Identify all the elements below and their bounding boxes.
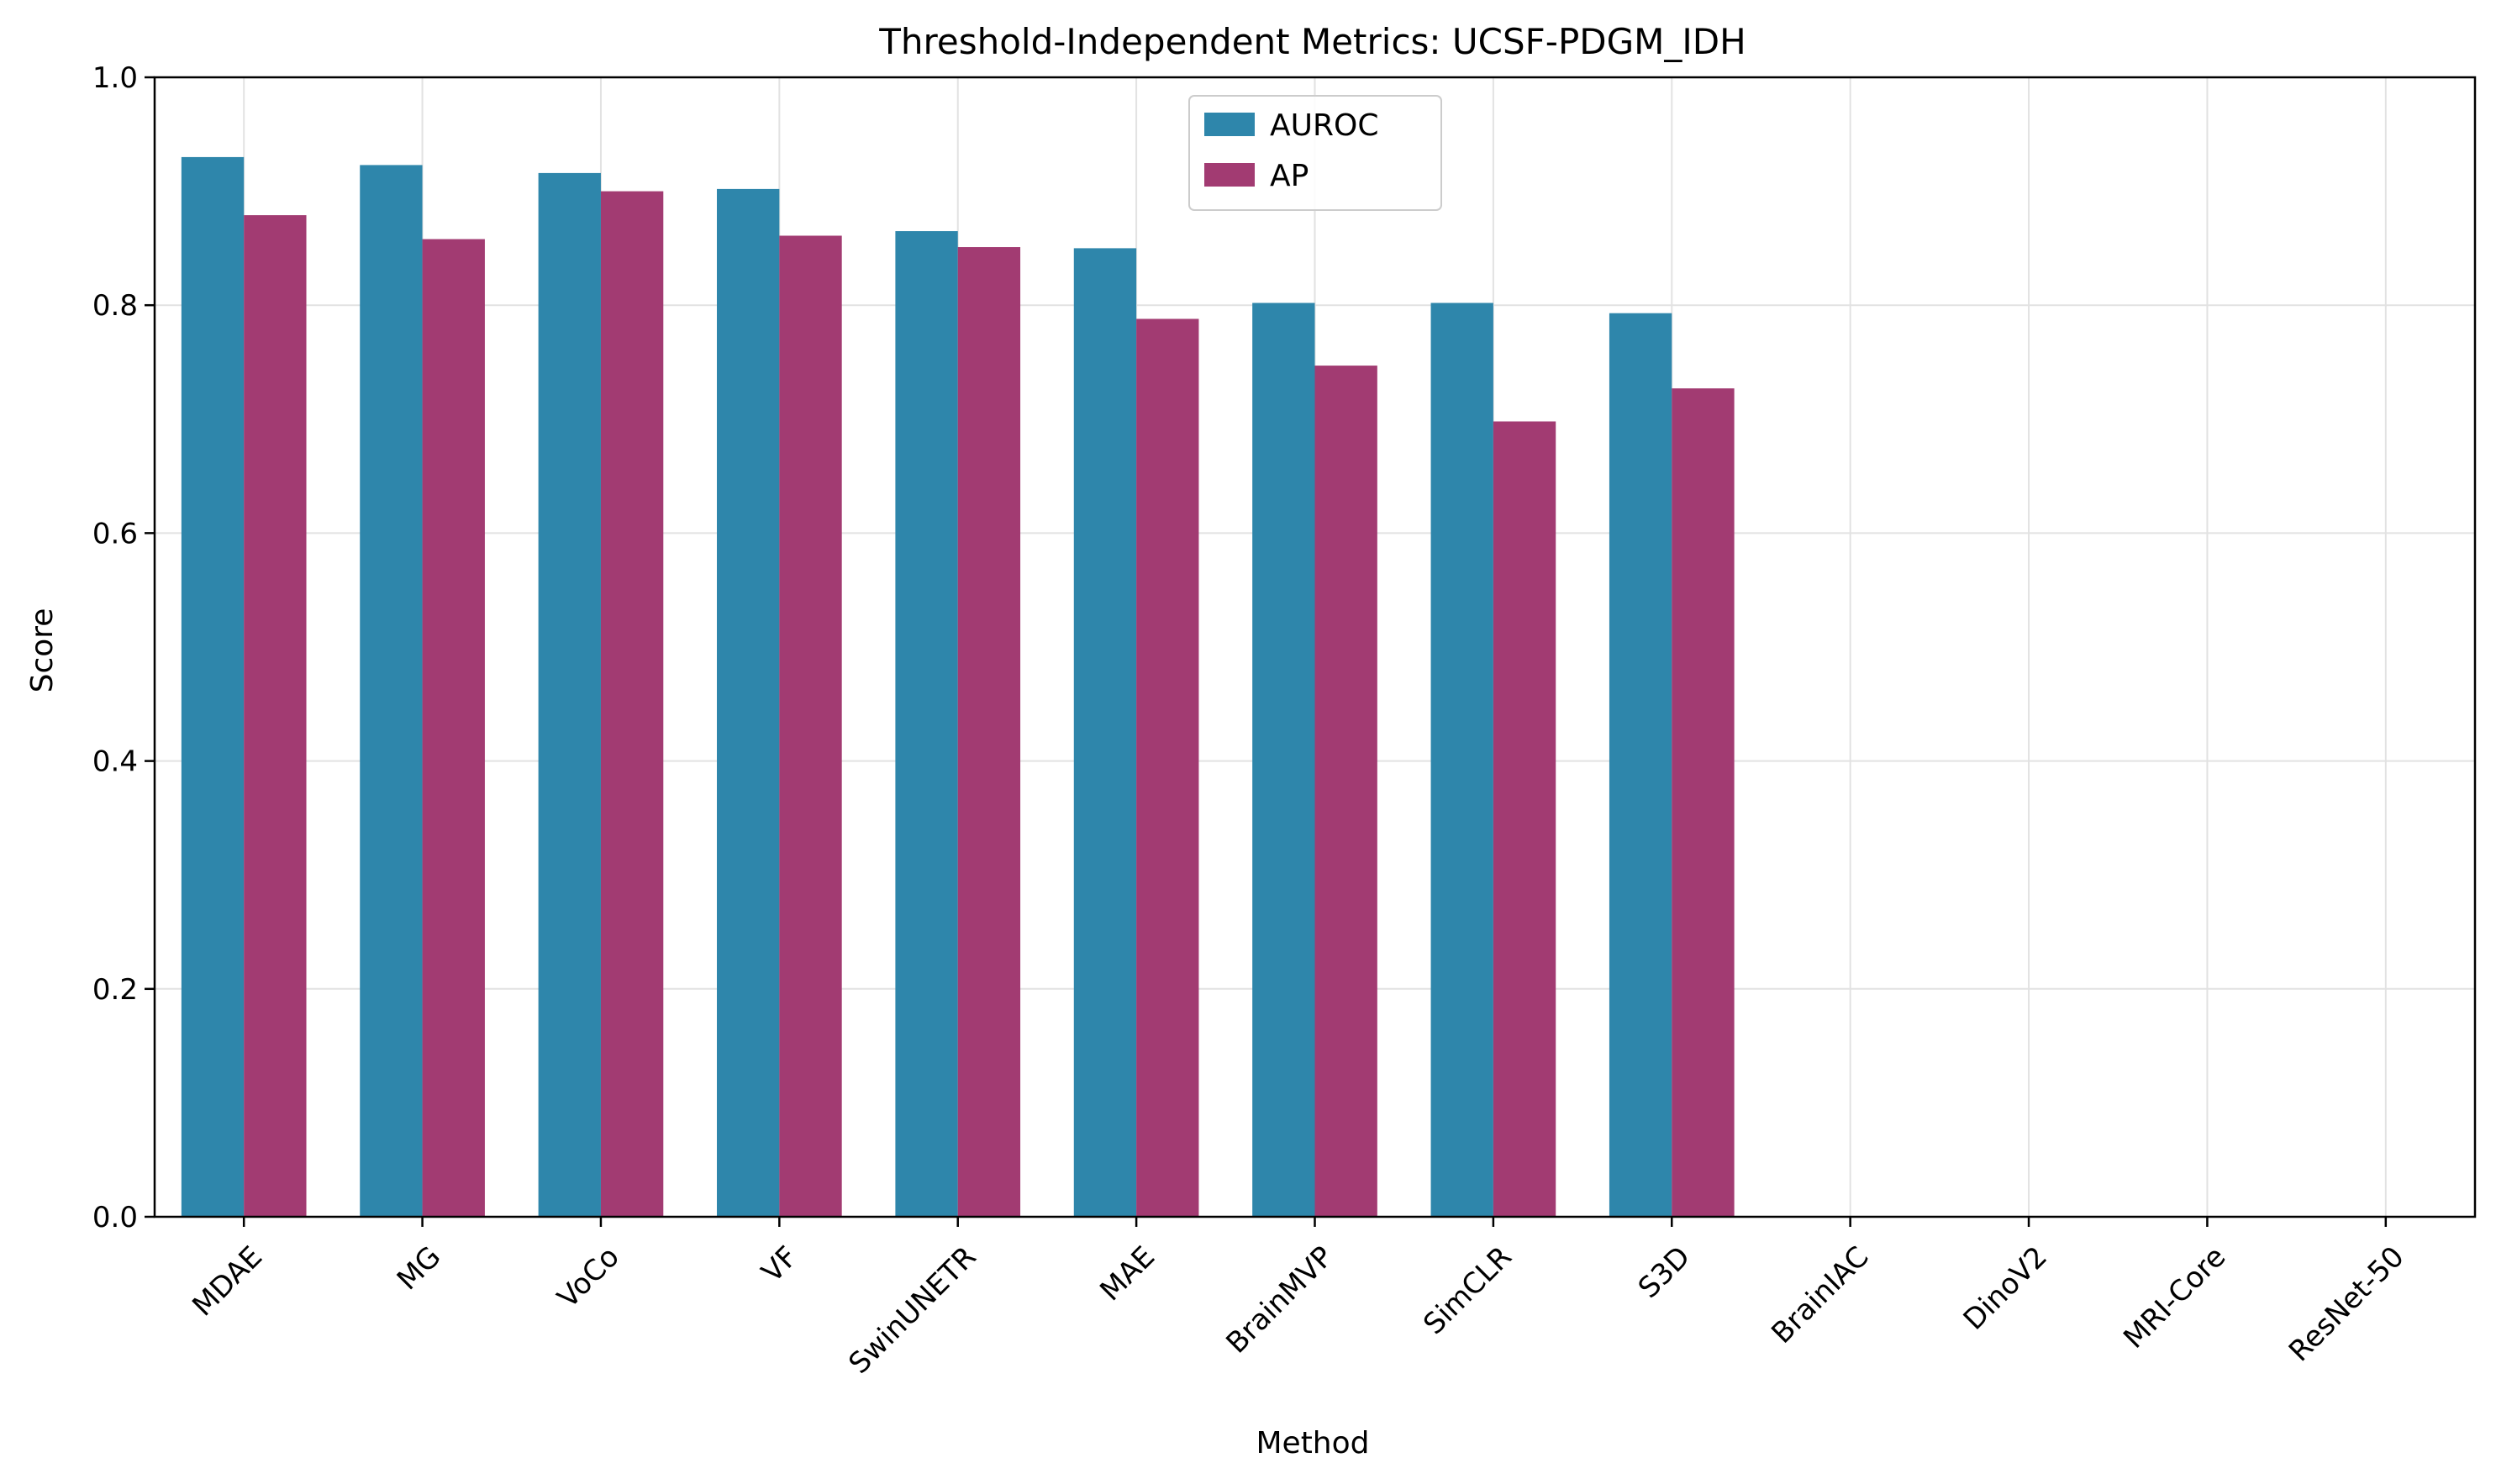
bar-auroc-simclr	[1430, 303, 1493, 1217]
bar-auroc-mdae	[181, 156, 245, 1217]
bar-ap-mae	[1136, 318, 1199, 1218]
bar-ap-mdae	[244, 215, 307, 1218]
bar-auroc-mg	[360, 165, 423, 1218]
y-axis-label: Score	[25, 608, 60, 693]
chart-title: Threshold-Independent Metrics: UCSF-PDGM…	[878, 21, 1746, 62]
x-tick-label: MAE	[1093, 1240, 1161, 1308]
y-tick-label: 0.4	[92, 745, 138, 779]
x-tick-label: SimCLR	[1417, 1240, 1519, 1342]
y-tick-label: 0.8	[92, 289, 138, 323]
x-tick-label: BrainMVP	[1219, 1240, 1340, 1360]
y-tick-label: 0.2	[92, 973, 138, 1007]
x-tick-label: SwinUNETR	[842, 1240, 982, 1381]
bar-auroc-s3d	[1609, 313, 1672, 1217]
bar-ap-s3d	[1672, 388, 1735, 1217]
legend-swatch-ap	[1204, 163, 1255, 187]
legend-label-ap: AP	[1270, 159, 1309, 193]
legend-label-auroc: AUROC	[1270, 108, 1378, 143]
x-tick-label: BrainIAC	[1765, 1240, 1875, 1350]
x-tick-label: VoCo	[551, 1240, 626, 1315]
bar-ap-brainmvp	[1314, 366, 1377, 1217]
x-tick-label: MG	[391, 1240, 448, 1297]
bar-auroc-brainmvp	[1252, 303, 1315, 1217]
bar-ap-mg	[422, 239, 485, 1217]
x-tick-label: S3D	[1632, 1240, 1697, 1305]
x-tick-label: MDAE	[186, 1240, 269, 1323]
bar-ap-voco	[600, 191, 664, 1218]
bar-auroc-swinunetr	[895, 231, 958, 1217]
x-tick-label: VF	[756, 1240, 805, 1290]
bars-layer	[181, 156, 1735, 1218]
bar-auroc-vf	[717, 188, 780, 1218]
bar-auroc-voco	[538, 172, 601, 1217]
legend: AUROC AP	[1188, 95, 1442, 211]
y-tick-label: 1.0	[92, 61, 138, 95]
bar-ap-swinunetr	[957, 247, 1021, 1218]
x-tick-label: DinoV2	[1957, 1240, 2054, 1337]
legend-swatch-auroc	[1204, 113, 1255, 136]
x-axis-label: Method	[1256, 1426, 1369, 1460]
bar-ap-simclr	[1493, 421, 1556, 1218]
y-tick-label: 0.0	[92, 1201, 138, 1234]
bar-ap-vf	[779, 235, 842, 1217]
x-tick-label: MRI-Core	[2117, 1240, 2232, 1355]
x-tick-label: ResNet-50	[2283, 1240, 2411, 1369]
bar-auroc-mae	[1073, 248, 1137, 1217]
y-tick-label: 0.6	[92, 517, 138, 550]
